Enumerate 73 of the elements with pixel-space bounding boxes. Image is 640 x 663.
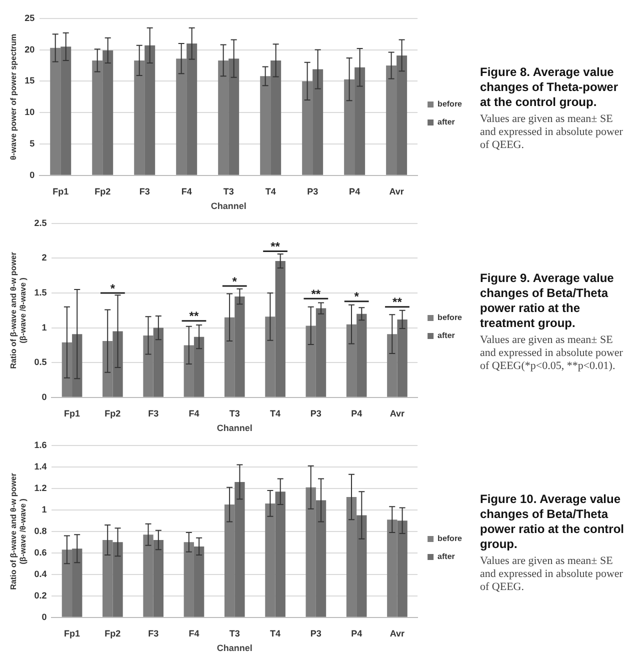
- annotation: **: [311, 286, 321, 301]
- x-axis-title: Channel: [216, 423, 252, 434]
- x-tick-label: Fp1: [64, 408, 80, 418]
- x-tick-label: P4: [351, 408, 362, 418]
- y-tick-label: 1.2: [34, 482, 47, 493]
- x-tick-label: F4: [181, 186, 192, 196]
- y-axis-title: Ratio of β-wave and θ-w power (β-wave /θ-wave ): [9, 252, 28, 369]
- x-tick-label: Avr: [389, 186, 404, 196]
- y-tick-label: 0.6: [34, 547, 47, 558]
- y-tick-label: 1.4: [34, 461, 47, 472]
- x-tick-label: Fp2: [104, 628, 121, 638]
- y-tick-label: 0: [42, 612, 47, 622]
- x-tick-label: T4: [270, 628, 281, 638]
- x-tick-label: P3: [310, 408, 322, 418]
- y-tick-label: 2.5: [34, 218, 47, 228]
- x-tick-label: F4: [188, 628, 200, 638]
- x-tick-label: T4: [270, 408, 281, 418]
- x-tick-label: T3: [229, 408, 240, 418]
- annotation: **: [270, 240, 280, 254]
- y-tick-label: 1: [42, 322, 47, 332]
- y-tick-label: 0.8: [34, 526, 47, 536]
- y-tick-label: 0.5: [34, 357, 47, 368]
- legend-label: after: [438, 552, 455, 562]
- y-tick-label: 1: [42, 504, 47, 514]
- y-tick-label: 5: [30, 138, 35, 148]
- y-tick-label: 2: [42, 252, 47, 263]
- x-tick-label: F3: [148, 408, 159, 418]
- y-tick-label: 20: [24, 44, 35, 54]
- annotation: **: [189, 309, 199, 324]
- x-tick-label: Fp1: [64, 628, 80, 638]
- x-tick-label: Avr: [390, 628, 406, 638]
- legend-label: before: [438, 313, 463, 322]
- y-tick-label: 0: [42, 392, 47, 402]
- y-tick-label: 0: [30, 170, 35, 180]
- y-axis-title: θ-wave power of power spectrum: [9, 34, 18, 160]
- legend-label: after: [438, 118, 455, 127]
- caption: Figure 10. Average value changes of Beta/Theta power ratio at the control group.: [480, 492, 624, 551]
- annotation: **: [392, 295, 402, 310]
- y-axis-title: Ratio of β-wave and θ-w power (β-wave /θ-wave ): [9, 473, 28, 590]
- x-tick-label: P4: [351, 628, 362, 638]
- legend-label: before: [438, 100, 463, 109]
- x-tick-label: Avr: [390, 408, 406, 418]
- x-tick-label: F4: [188, 408, 200, 418]
- x-tick-label: F3: [148, 628, 159, 638]
- x-tick-label: Fp2: [104, 408, 121, 418]
- x-tick-label: Fp2: [94, 186, 111, 196]
- x-tick-label: P4: [349, 186, 360, 196]
- x-tick-label: Fp1: [52, 186, 69, 196]
- caption: Figure 8. Average value changes of Theta-power at the control group.: [480, 64, 618, 109]
- legend-label: before: [438, 534, 463, 544]
- x-tick-label: P3: [307, 186, 318, 196]
- text: Values are given as mean± SE and expressed in absolute power of QEEG.: [480, 112, 624, 151]
- x-tick-label: F3: [139, 186, 150, 196]
- y-tick-label: 1.6: [34, 440, 47, 450]
- x-tick-label: T3: [223, 186, 234, 196]
- text: Values are given as mean± SE and expressed in absolute power of QEEG.: [480, 554, 624, 593]
- annotation: *: [354, 290, 360, 304]
- y-tick-label: 1.5: [34, 287, 47, 298]
- y-tick-label: 0.2: [34, 590, 47, 600]
- x-axis-title: Channel: [210, 201, 246, 212]
- legend-label: after: [438, 331, 455, 340]
- text: Values are given as mean± SE and expressed in absolute power of QEEG(*p<0.05, **p<0.01).: [480, 334, 624, 372]
- x-tick-label: T4: [265, 186, 276, 196]
- y-tick-label: 15: [24, 76, 35, 86]
- x-tick-label: T3: [229, 628, 240, 638]
- x-axis-title: Channel: [216, 643, 252, 654]
- annotation: *: [232, 274, 238, 288]
- y-tick-label: 10: [24, 107, 35, 118]
- y-tick-label: 0.4: [34, 568, 47, 579]
- annotation: *: [110, 281, 116, 296]
- x-tick-label: P3: [310, 628, 322, 638]
- y-tick-label: 25: [24, 12, 35, 23]
- caption: Figure 9. Average value changes of Beta/Theta power ratio at the treatment group.: [480, 270, 614, 330]
